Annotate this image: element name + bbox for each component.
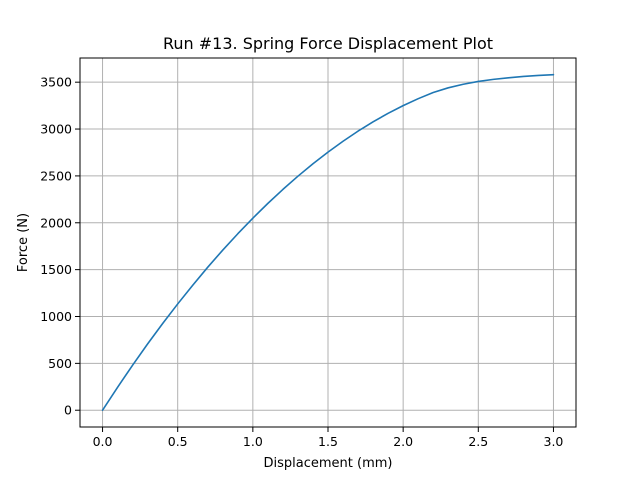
y-tick-label: 500: [48, 356, 72, 371]
tick-layer: 0.0 0.5 1.0 1.5 2.0 2.5 3.0 0 500 1000 1500 2000 250…: [40, 75, 563, 449]
x-tick-label: 1.5: [318, 434, 338, 449]
y-tick-label: 3000: [40, 122, 72, 137]
y-axis-label: Force (N): [16, 213, 31, 272]
series-line: [101, 73, 555, 412]
y-tick-label: 3500: [40, 75, 72, 90]
x-tick-label: 0.0: [93, 434, 113, 449]
grid-layer: [80, 58, 576, 427]
x-tick-label: 3.0: [544, 434, 564, 449]
y-tick-label: 1000: [40, 309, 72, 324]
x-tick-label: 0.5: [168, 434, 188, 449]
y-tick-label: 2500: [40, 168, 72, 183]
x-axis-label: Displacement (mm): [264, 456, 393, 471]
series-layer: [101, 73, 555, 412]
chart-title: Run #13. Spring Force Displacement Plot: [163, 34, 493, 53]
y-tick-label: 0: [64, 403, 72, 418]
x-tick-label: 2.0: [393, 434, 413, 449]
x-tick-label: 2.5: [468, 434, 488, 449]
x-tick-label: 1.0: [243, 434, 263, 449]
y-tick-label: 2000: [40, 215, 72, 230]
y-tick-label: 1500: [40, 262, 72, 277]
